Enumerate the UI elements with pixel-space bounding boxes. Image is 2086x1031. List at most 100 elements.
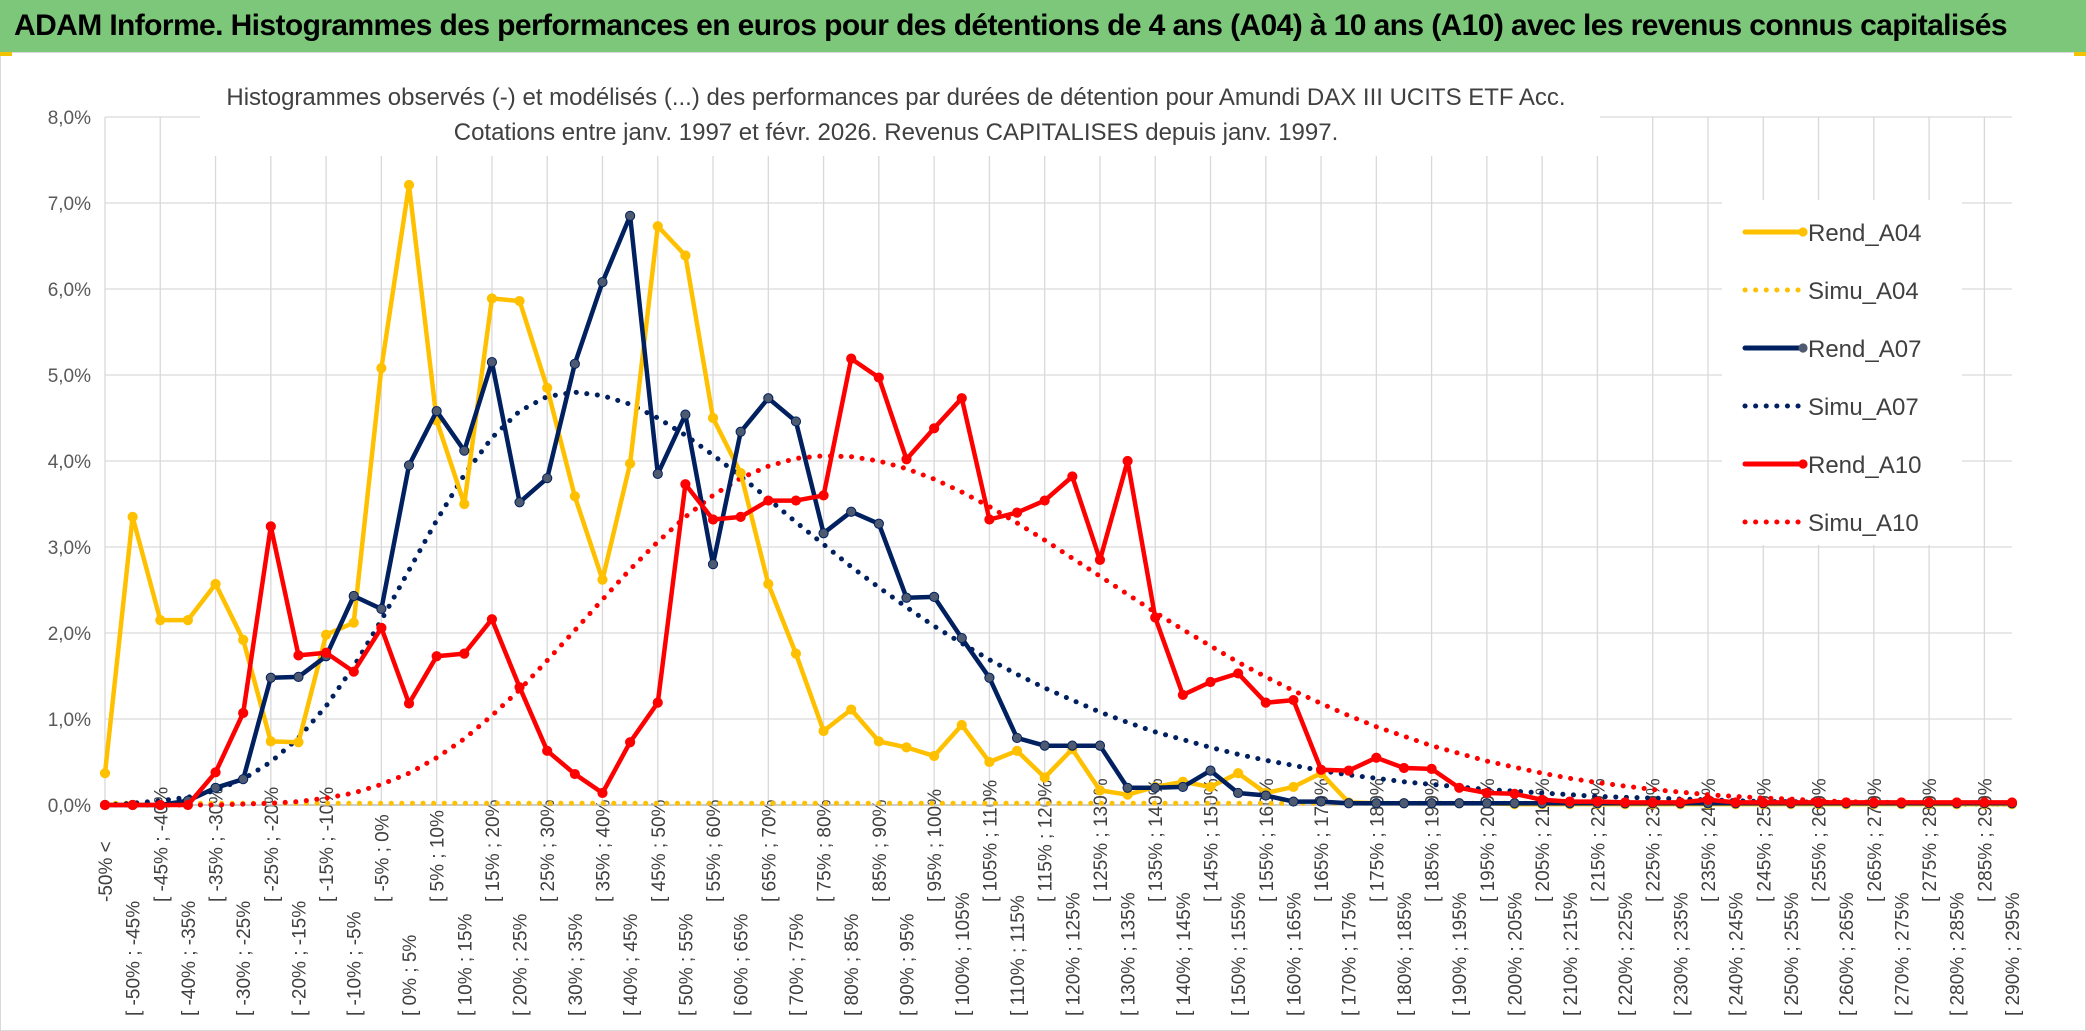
x-tick-label: [ 255% ; 260% [1810, 778, 1831, 902]
x-tick-label: [ 275% ; 280% [1920, 778, 1941, 902]
data-point [873, 372, 884, 383]
data-point [1923, 797, 1935, 808]
data-point [735, 426, 746, 437]
data-point [652, 221, 663, 232]
x-tick-label: [ -10% ; -5% [345, 911, 366, 1016]
data-point [1315, 764, 1327, 775]
report-title: ADAM Informe. Histogrammes des performan… [14, 9, 2008, 42]
x-tick-label: [ -50% ; -45% [124, 901, 145, 1016]
data-point [1067, 471, 1078, 482]
data-point [210, 782, 221, 793]
data-point [846, 353, 857, 364]
x-tick-label: [ 185% ; 190% [1423, 778, 1444, 902]
x-tick-label: [ 45% ; 50% [649, 799, 670, 902]
data-point [265, 521, 276, 532]
data-point [1619, 797, 1631, 808]
legend: Rend_A04 Simu_A04 Rend_A07 Simu_A07 Rend_A10… [1722, 200, 1962, 545]
x-tick-label: [ 65% ; 70% [759, 799, 780, 902]
legend-item: Simu_A07 [1742, 394, 1919, 421]
x-tick-label: [ 115% ; 120% [1036, 780, 1057, 902]
data-point [763, 393, 774, 404]
data-point [984, 756, 995, 768]
x-tick-label: [ 225% ; 230% [1644, 778, 1665, 902]
x-tick-label: [ 240% ; 245% [1727, 892, 1748, 1016]
y-tick-label: 8,0% [48, 108, 91, 129]
data-point [348, 617, 359, 628]
x-tick-label: [ 75% ; 80% [815, 799, 836, 902]
data-point [707, 559, 719, 570]
x-tick-label: [ 10% ; 15% [455, 913, 476, 1016]
data-point [127, 799, 138, 811]
gridlines [104, 116, 2012, 806]
x-tick-label: [ 90% ; 95% [897, 913, 918, 1016]
x-tick-label: [ 0% ; 5% [400, 935, 421, 1016]
data-point [1841, 797, 1852, 808]
data-point [265, 736, 276, 747]
data-point [1011, 507, 1023, 518]
data-point [1758, 797, 1769, 808]
data-point [431, 406, 442, 417]
data-point [293, 737, 304, 748]
series-rend-a10 [99, 353, 2018, 811]
data-point [846, 704, 857, 715]
y-tick-label: 7,0% [48, 194, 91, 215]
data-point [1205, 781, 1216, 793]
data-point [597, 277, 608, 288]
data-point [1150, 782, 1161, 793]
x-tick-label: [ -25% ; -20% [262, 787, 283, 902]
x-tick-label: [ 130% ; 135% [1119, 892, 1140, 1016]
data-point [210, 578, 221, 590]
data-point [348, 590, 359, 602]
data-point [1730, 797, 1741, 808]
x-tick-label: [ -45% ; -40% [151, 787, 172, 902]
data-point [542, 382, 553, 393]
data-point [1288, 694, 1299, 706]
data-point [1288, 781, 1299, 793]
data-point [1398, 762, 1410, 774]
data-point [1177, 781, 1188, 793]
x-tick-label: [ 180% ; 185% [1395, 892, 1416, 1016]
data-point [1039, 495, 1050, 506]
x-tick-label: [ 285% ; 290% [1975, 778, 1996, 902]
data-point [1233, 787, 1244, 799]
corner-accent-left [0, 52, 12, 56]
x-tick-label: [ 155% ; 160% [1257, 778, 1278, 902]
data-point [1813, 797, 1824, 808]
legend-label: Rend_A10 [1808, 452, 1921, 479]
axes: 0,0% 1,0% 2,0% 3,0% 4,0% 5,0% 6,0% 7,0% 8,0% -50%… [48, 108, 2024, 1016]
data-point [238, 707, 249, 719]
legend-item: Simu_A10 [1742, 510, 1919, 537]
x-tick-label: [ 15% ; 20% [483, 799, 504, 902]
data-point [1039, 772, 1050, 783]
data-point [652, 697, 663, 708]
data-point [1454, 798, 1465, 809]
x-tick-label: [ 70% ; 75% [787, 913, 808, 1016]
data-point [514, 682, 525, 693]
data-point [873, 736, 884, 747]
data-point [790, 416, 802, 427]
x-tick-label: [ 260% ; 265% [1837, 892, 1858, 1016]
data-point [1233, 668, 1244, 679]
data-point [984, 514, 995, 525]
data-point [1481, 798, 1492, 809]
data-point [735, 511, 746, 523]
data-point [403, 460, 415, 471]
data-point [376, 363, 387, 374]
data-point [210, 767, 221, 778]
legend-item: Rend_A10 [1742, 452, 1921, 479]
data-point [238, 774, 249, 785]
data-point [984, 672, 995, 683]
data-point [1094, 740, 1106, 751]
x-tick-label: [ 5% ; 10% [428, 810, 449, 902]
data-point [1315, 796, 1327, 807]
data-point [1371, 798, 1382, 809]
data-point [901, 742, 912, 753]
legend-label: Rend_A04 [1808, 220, 1921, 247]
data-point [293, 650, 304, 661]
legend-marker [1798, 343, 1808, 353]
x-tick-label: [ 110% ; 115% [1008, 895, 1029, 1016]
x-tick-label: [ 190% ; 195% [1450, 892, 1471, 1016]
data-point [1398, 798, 1410, 809]
legend-marker [1798, 227, 1808, 237]
data-point [680, 250, 691, 261]
